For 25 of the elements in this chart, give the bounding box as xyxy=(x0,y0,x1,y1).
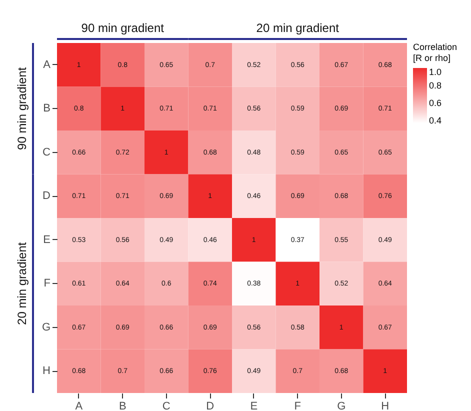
text: 20 min gradient xyxy=(256,21,340,35)
x-tick-label: H xyxy=(381,400,390,411)
y-tick-label: C xyxy=(42,146,51,158)
x-tick-label: C xyxy=(162,400,170,411)
color-bar-label: 1.0 xyxy=(429,67,442,77)
text: 90 min gradient xyxy=(81,21,165,35)
x-tick-label: B xyxy=(118,400,126,411)
y-tick-label: D xyxy=(42,190,51,202)
x-tick-label: D xyxy=(206,400,214,411)
y-tick-label: B xyxy=(43,102,50,115)
color-bar-label: 0.4 xyxy=(429,115,442,126)
color-bar-label: 0.8 xyxy=(429,80,442,90)
y-tick-label: A xyxy=(43,58,52,71)
y-tick-label: G xyxy=(42,321,50,334)
text: 90 min gradient xyxy=(15,66,29,150)
color-bar-title: Correlation [R or rho] xyxy=(413,42,458,63)
text: 20 min gradient xyxy=(15,242,29,325)
y-tick-label: H xyxy=(42,365,51,378)
color-bar-label: 0.6 xyxy=(429,98,442,108)
y-tick-label: F xyxy=(44,278,51,290)
x-tick-label: E xyxy=(250,400,258,411)
x-tick-label: A xyxy=(75,400,84,411)
x-tick-label: F xyxy=(294,400,302,411)
x-tick-label: G xyxy=(337,400,346,411)
y-tick-label: E xyxy=(43,234,50,246)
